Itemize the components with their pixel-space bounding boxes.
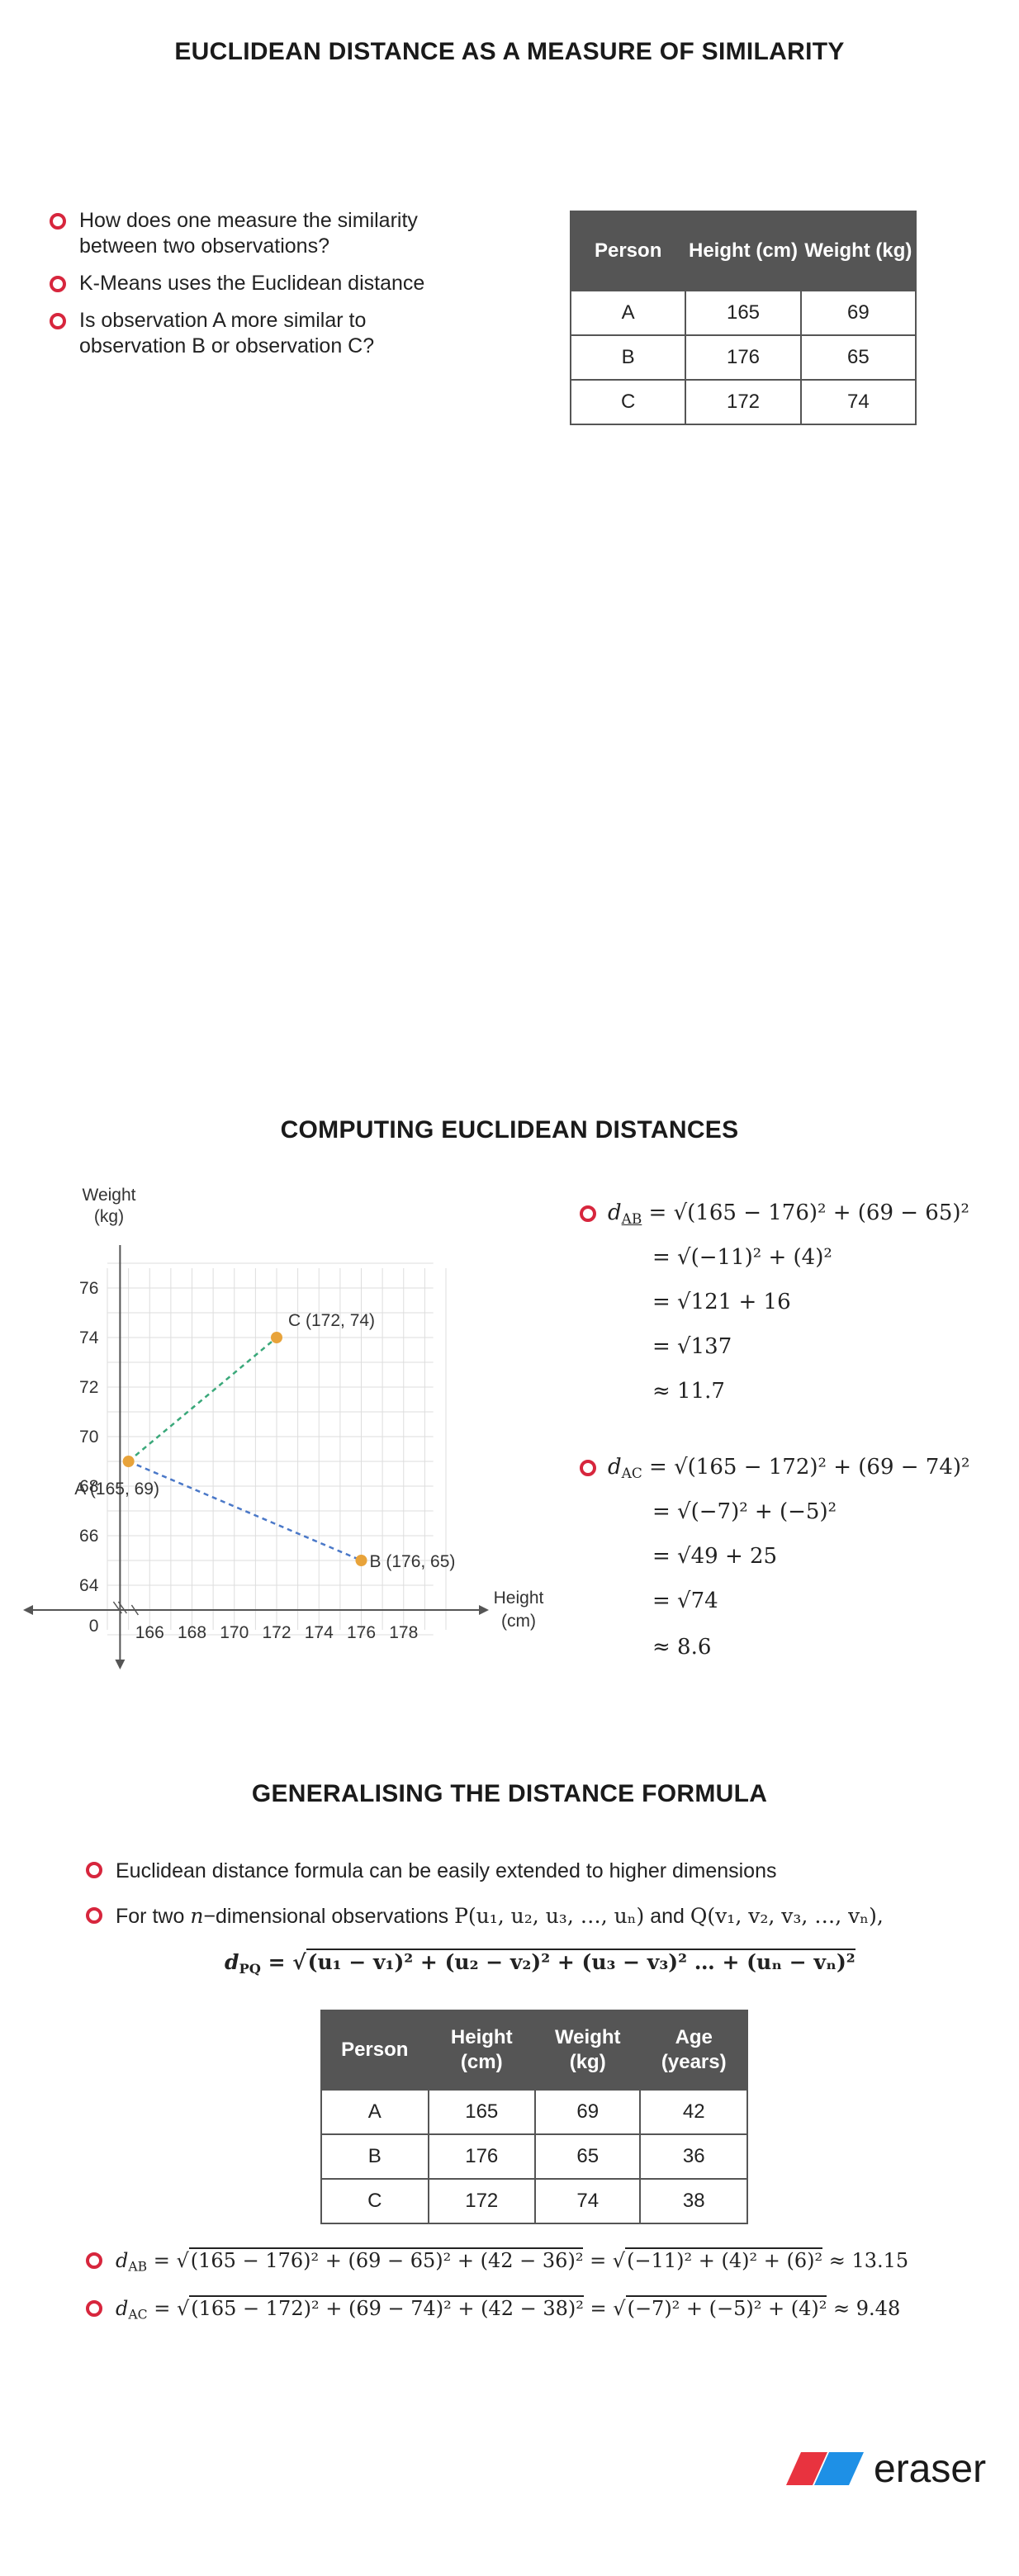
table-row: C 172 74 38 [320,2178,748,2224]
slide1-bullet: Is observation A more similar to observa… [50,308,429,359]
x-axis-title-unit: (cm) [501,1612,536,1631]
general-eq-ab: dAB = √(165 − 176)² + (69 − 65)² + (42 −… [86,2247,908,2275]
eq-ac-line-3: = √49 + 25 [652,1544,778,1569]
table-row: A 165 69 [569,290,917,336]
y-tick-label: 74 [79,1328,99,1347]
general-eq-ac: dAC = √(165 − 172)² + (69 − 74)² + (42 −… [86,2295,900,2323]
eq-ac-line-5: ≈ 8.6 [652,1635,712,1660]
table-header: Weight (kg) [799,211,917,291]
table-header: Person [320,2010,429,2091]
bullet-ring-icon [50,313,66,329]
slide1-bullet: K-Means uses the Euclidean distance [50,271,429,296]
table-row: A 165 69 42 [320,2089,748,2135]
slide1-table: Person Height (cm) Weight (kg) A 165 69 … [569,211,917,425]
point-label-C: C (172, 74) [288,1311,375,1330]
chart-grid [107,1262,447,1636]
chart-connections [127,1337,362,1562]
x-axis-title: Height [494,1589,544,1608]
bullet-ring-icon [580,1460,596,1476]
connection-AC [127,1337,277,1462]
slide3-table: Person Height (cm) Weight (kg) Age (year… [320,2010,748,2224]
bullet-ring-icon [86,2252,102,2269]
eraser-logo-text: eraser [874,2447,986,2491]
y-tick-label: 66 [79,1527,98,1546]
table-header: Height (cm) [427,2010,536,2091]
y-tick-label: 72 [79,1378,98,1397]
eq-ac-line-2: = √(−7)² + (−5)² [652,1499,837,1524]
bullet-ring-icon [86,1862,102,1879]
y-tick-label: 76 [79,1279,98,1298]
eraser-logo: eraser [786,2447,986,2491]
axis-break-mark [112,1601,122,1614]
y-tick-label: 64 [79,1576,99,1595]
y-axis-arrow-icon [115,1660,126,1669]
y-axis-title: Weight [83,1186,136,1205]
eraser-blue-shape-icon [814,2452,864,2485]
slide3-title: GENERALISING THE DISTANCE FORMULA [251,1780,768,1807]
eq-ab-line-5: ≈ 11.7 [652,1379,725,1404]
point-label-B: B (176, 65) [370,1552,456,1571]
bullet-ring-icon [86,1907,102,1925]
table-header: Age (years) [639,2010,748,2091]
x-tick-label: 170 [220,1623,249,1642]
x-tick-label: 174 [305,1623,334,1642]
x-axis-arrow-left-icon [23,1605,33,1615]
y-axis-title-unit: (kg) [94,1207,124,1226]
x-tick-label: 172 [262,1623,291,1642]
axis-break-mark [117,1601,127,1614]
x-axis-arrow-icon [479,1605,489,1615]
table-row: B 176 65 36 [320,2133,748,2180]
table-row: B 176 65 [569,334,917,381]
eq-ab-line-3: = √121 + 16 [652,1290,791,1314]
chart-axes [23,1245,489,1669]
axis-break-mark [130,1604,139,1616]
slide2-title: COMPUTING EUCLIDEAN DISTANCES [280,1116,739,1144]
point-label-A: A (165, 69) [74,1480,159,1499]
eq-ab-line-2: = √(−11)² + (4)² [652,1245,832,1270]
eq-ab-line-4: = √137 [652,1334,732,1359]
slide3-bullet-1: Euclidean distance formula can be easily… [86,1859,777,1883]
table-header: Weight (kg) [533,2010,642,2091]
table-row: C 172 74 [569,379,917,425]
general-formula: dPQ = √(u₁ − v₁)² + (u₂ − v₂)² + (u₃ − v… [225,1949,855,1977]
eq-ac-line-4: = √74 [652,1589,718,1613]
y-tick-label: 68 [79,1477,98,1496]
x-tick-label: 166 [135,1623,164,1642]
slide1-title: EUCLIDEAN DISTANCE AS A MEASURE OF SIMIL… [174,38,845,65]
point-A [122,1456,135,1467]
bullet-ring-icon [86,2299,102,2317]
connection-AB [128,1460,362,1562]
slide1-bullet: How does one measure the similarity betw… [50,208,429,259]
point-B [355,1555,367,1566]
chart-labels: 166 168 170 172 174 176 178 64 66 68 70 72 74 76 0 Weig… [74,1186,543,1642]
eraser-red-shape-icon [786,2452,827,2485]
x-tick-label: 168 [178,1623,206,1642]
eq-ac-line-1: dAC = √(165 − 172)² + (69 − 74)² [580,1455,969,1481]
x-tick-label: 178 [389,1623,418,1642]
table-header: Height (cm) [685,211,802,291]
chart-points [122,1332,367,1566]
eq-ab-line-1: dAB = √(165 − 176)² + (69 − 65)² [580,1200,969,1227]
origin-label: 0 [89,1617,99,1636]
point-C [271,1332,282,1343]
y-tick-label: 70 [79,1428,98,1447]
table-header: Person [569,211,687,291]
bullet-ring-icon [50,276,66,292]
scatter-chart: 166 168 170 172 174 176 178 64 66 68 70 72 74 76 0 Weig… [23,1186,544,1669]
bullet-ring-icon [580,1205,596,1222]
x-tick-label: 176 [347,1623,376,1642]
slide1-bullet-list: How does one measure the similarity betw… [50,208,429,371]
bullet-ring-icon [50,213,66,230]
slide3-bullet-2: For two n−dimensional observations P(u₁,… [86,1904,884,1929]
